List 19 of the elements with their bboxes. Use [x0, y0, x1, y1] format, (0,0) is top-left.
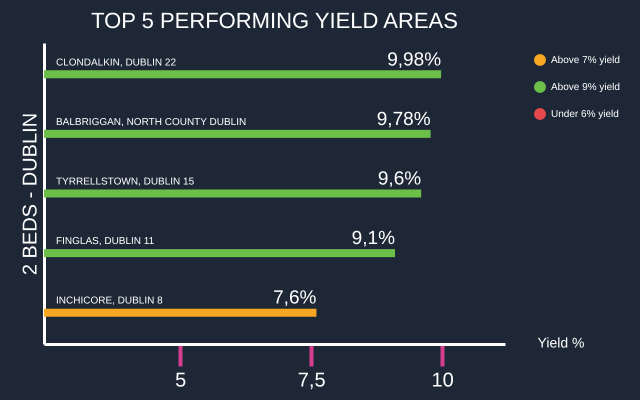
- y-tick-label: BALBRIGGAN, NORTH COUNTY DUBLIN: [56, 116, 246, 128]
- data-label: 9,78%: [376, 108, 431, 130]
- chart-title: TOP 5 PERFORMING YIELD AREAS: [91, 8, 458, 33]
- data-label: 9,98%: [387, 49, 442, 70]
- x-tick-label: 7,5: [298, 370, 326, 392]
- y-tick-label: TYRRELLSTOWN, DUBLIN 15: [56, 176, 195, 188]
- y-tick-label: INCHICORE, DUBLIN 8: [56, 296, 164, 307]
- y-tick-label: CLONDALKIN, DUBLIN 22: [56, 57, 176, 68]
- y-axis-title: 2 BEDS - DUBLIN: [20, 112, 42, 276]
- y-tick-label: FINGLAS, DUBLIN 11: [56, 236, 155, 248]
- data-label: 9,6%: [378, 168, 422, 190]
- data-label: 7,6%: [273, 288, 317, 309]
- legend-label: Under 6% yield: [551, 109, 619, 120]
- x-tick-label: 10: [432, 370, 454, 392]
- legend-label: Above 7% yield: [551, 55, 620, 66]
- x-tick-label: 5: [175, 370, 186, 392]
- x-axis-title: Yield %: [538, 334, 584, 350]
- data-label: 9,1%: [352, 228, 396, 250]
- legend-label: Above 9% yield: [551, 82, 620, 93]
